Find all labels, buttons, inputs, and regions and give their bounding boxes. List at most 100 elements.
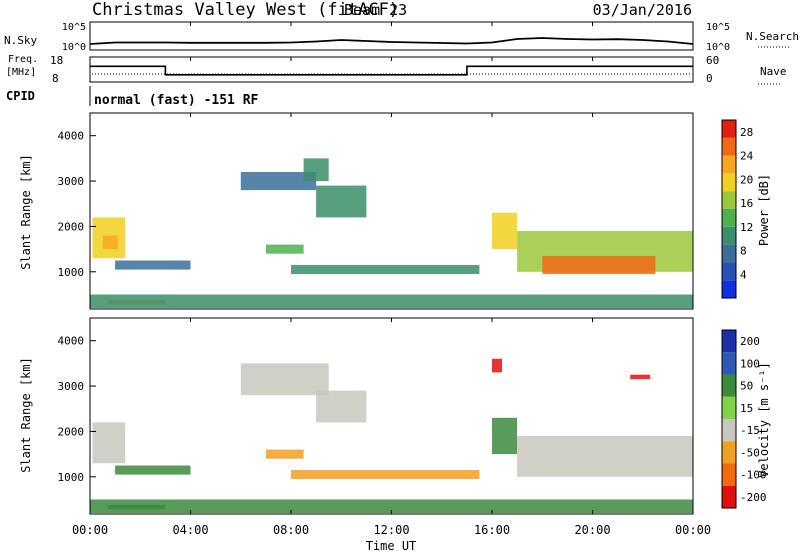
velocity-colorbar-swatch-2 [722, 374, 736, 397]
velocity-colorbar-swatch-5 [722, 441, 736, 464]
power-heatmap [90, 158, 693, 309]
velocity-region-7 [492, 417, 518, 455]
power-region-4 [240, 172, 317, 191]
power-y-axis: 1000 2000 3000 4000 [58, 130, 96, 279]
power-colorbar: 4 8 12 16 20 24 28 [722, 120, 754, 298]
freq-label-line2: [MHz] [6, 67, 36, 78]
power-ytick-label-2: 3000 [58, 175, 85, 188]
x-axis-label: Time UT [366, 539, 417, 553]
station-title: Christmas Valley West (fitACF) [92, 0, 399, 20]
velocity-colorbar-swatch-6 [722, 463, 736, 486]
velocity-colorbar-tick-3: 15 [740, 402, 753, 415]
freq-series-line [90, 65, 693, 76]
power-colorbar-swatch-4 [722, 209, 736, 227]
velocity-colorbar-swatch-3 [722, 396, 736, 420]
velocity-y-axis: 1000 2000 3000 4000 [58, 335, 96, 484]
date-label: 03/Jan/2016 [593, 1, 692, 19]
nsky-panel-frame [89, 21, 694, 51]
velocity-colorbar-swatch-4 [722, 419, 736, 442]
velocity-ytick-label-1: 2000 [58, 425, 85, 438]
power-ylabel: Slant Range [km] [19, 154, 33, 270]
freq-tick-top: 18 [50, 54, 63, 67]
velocity-heatmap [90, 358, 693, 514]
velocity-region-5 [265, 449, 304, 459]
velocity-colorbar-tick-5: -50 [740, 446, 760, 459]
power-region-11 [542, 255, 656, 274]
velocity-colorbar-label: Velocity [m s⁻¹] [757, 362, 771, 478]
velocity-panel-frame [89, 317, 694, 515]
velocity-colorbar-tick-1: 100 [740, 357, 760, 370]
nave-tick-top: 60 [706, 54, 719, 67]
xtick-label-0: 00:00 [72, 523, 108, 537]
velocity-colorbar-tick-6: -100 [740, 469, 767, 482]
beam-label: Beam 23 [344, 1, 407, 19]
power-region-5 [303, 158, 329, 182]
nsky-tick-top: 10^5 [62, 22, 86, 33]
velocity-colorbar-tick-0: 200 [740, 335, 760, 348]
power-region-8 [291, 265, 480, 275]
power-colorbar-label: Power [dB] [757, 174, 771, 246]
power-colorbar-swatch-3 [722, 226, 736, 245]
time-x-axis: 00:00 04:00 08:00 12:00 16:00 20:00 00:00 [72, 22, 711, 537]
power-colorbar-swatch-6 [722, 173, 736, 192]
velocity-colorbar-tick-4: -15 [740, 424, 760, 437]
xtick-label-1: 04:00 [172, 523, 208, 537]
velocity-colorbar: 200 100 50 15 -15 -50 -100 -200 [722, 330, 767, 509]
power-colorbar-swatch-2 [722, 244, 736, 263]
power-ytick-label-1: 2000 [58, 220, 85, 233]
velocity-region-0 [92, 422, 126, 464]
power-region-7 [265, 244, 304, 254]
power-colorbar-tick-4: 20 [740, 173, 753, 186]
velocity-region-4 [316, 390, 367, 423]
power-colorbar-swatch-7 [722, 155, 736, 174]
velocity-ytick-label-3: 4000 [58, 335, 85, 348]
velocity-region-3 [240, 363, 329, 396]
velocity-colorbar-tick-2: 50 [740, 380, 753, 393]
velocity-colorbar-frame [721, 329, 737, 509]
nave-tick-bottom: 0 [706, 72, 713, 85]
power-region-1 [102, 235, 118, 250]
power-colorbar-tick-2: 12 [740, 221, 753, 234]
velocity-ylabel: Slant Range [km] [19, 357, 33, 473]
power-ytick-label-3: 4000 [58, 130, 85, 143]
power-region-6 [316, 185, 367, 218]
power-colorbar-tick-0: 4 [740, 268, 747, 281]
velocity-region-1 [115, 465, 191, 475]
nave-label: Nave [760, 65, 787, 78]
power-panel-frame [89, 112, 694, 310]
cpid-label: CPID [6, 89, 35, 103]
power-colorbar-swatch-5 [722, 191, 736, 209]
cpid-value: normal (fast) -151 RF [94, 93, 259, 108]
xtick-label-5: 20:00 [574, 523, 610, 537]
velocity-colorbar-tick-7: -200 [740, 491, 767, 504]
velocity-region-9 [90, 499, 693, 514]
xtick-label-4: 16:00 [474, 523, 510, 537]
xtick-label-3: 12:00 [373, 523, 409, 537]
nsearch-tick-top: 10^5 [706, 22, 730, 33]
velocity-region-10 [492, 358, 502, 373]
nsearch-tick-bottom: 10^0 [706, 42, 730, 53]
power-colorbar-tick-3: 16 [740, 197, 753, 210]
velocity-colorbar-swatch-1 [722, 352, 736, 375]
nsky-series-line [89, 37, 694, 45]
freq-tick-bottom: 8 [52, 72, 59, 85]
velocity-ytick-label-0: 1000 [58, 471, 85, 484]
power-colorbar-swatch-8 [722, 137, 736, 156]
power-colorbar-tick-1: 8 [740, 245, 747, 258]
power-colorbar-tick-5: 24 [740, 150, 754, 163]
velocity-colorbar-swatch-0 [722, 330, 736, 353]
xtick-label-2: 08:00 [273, 523, 309, 537]
xtick-label-6: 00:00 [675, 523, 711, 537]
power-colorbar-swatch-9 [722, 120, 736, 138]
power-colorbar-tick-6: 28 [740, 126, 753, 139]
velocity-region-6 [291, 470, 480, 480]
freq-label-line1: Freq. [8, 54, 38, 65]
velocity-ytick-label-2: 3000 [58, 380, 85, 393]
power-colorbar-swatch-0 [722, 280, 736, 298]
nsky-tick-bottom: 10^0 [62, 42, 86, 53]
power-colorbar-frame [721, 119, 737, 299]
velocity-colorbar-swatch-7 [722, 485, 736, 509]
velocity-region-8 [517, 436, 693, 477]
